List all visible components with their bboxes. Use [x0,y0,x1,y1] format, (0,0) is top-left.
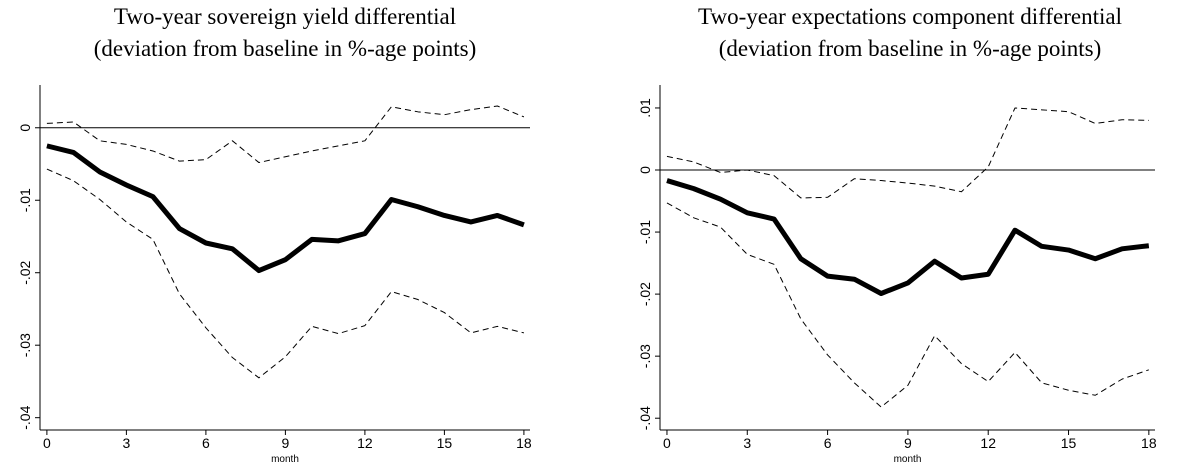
x-tick-label: 0 [663,435,671,451]
y-tick-label: -.03 [637,344,653,368]
chart-subtitle: (deviation from baseline in %-age points… [94,36,477,61]
y-tick-label: -.01 [637,220,653,244]
y-tick-label: -.01 [17,188,33,212]
x-tick-label: 9 [904,435,912,451]
x-tick-label: 9 [281,435,289,451]
x-tick-label: 3 [122,435,130,451]
y-tick-label: -.02 [637,282,653,306]
confidence-band [666,202,1150,408]
y-tick-label: -.04 [637,406,653,430]
confidence-band [666,107,1149,199]
confidence-band [46,168,525,379]
y-tick-label: -.02 [17,260,33,284]
x-tick-label: 15 [437,435,453,451]
y-tick-label: .01 [637,98,653,118]
line [46,143,525,274]
x-tick-label: 6 [202,435,210,451]
y-tick-label: -.04 [17,405,33,429]
x-tick-label: 0 [43,435,51,451]
y-tick-label: -.03 [17,333,33,357]
y-tick-label: 0 [637,166,653,174]
x-tick-label: 18 [516,435,532,451]
x-axis-label: month [271,454,299,465]
chart-title: Two-year expectations component differen… [698,4,1122,29]
chart-subtitle: (deviation from baseline in %-age points… [719,36,1102,61]
x-tick-label: 18 [1141,435,1157,451]
chart-title: Two-year sovereign yield differential [114,4,456,29]
x-axis-label: month [894,454,922,465]
x-tick-label: 12 [357,435,373,451]
x-tick-label: 15 [1061,435,1077,451]
x-tick-label: 6 [824,435,832,451]
line [666,178,1150,296]
x-tick-label: 12 [980,435,996,451]
y-tick-label: 0 [17,124,33,132]
x-tick-label: 3 [743,435,751,451]
confidence-band [46,105,525,164]
